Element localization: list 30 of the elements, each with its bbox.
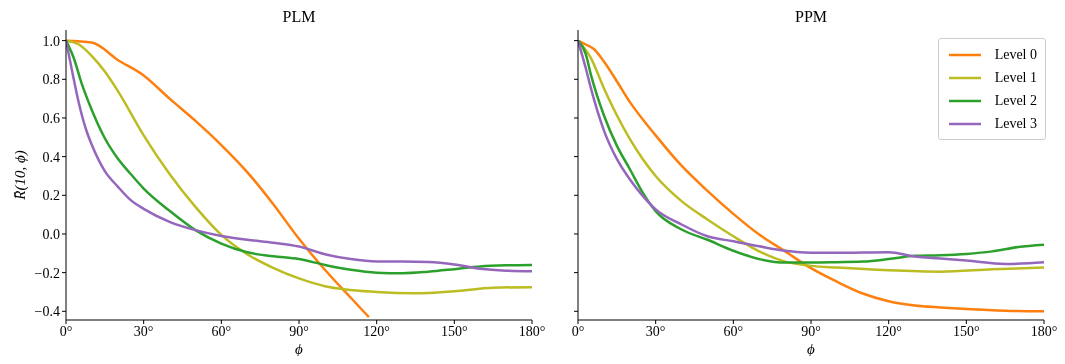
y-tick-label: 0.2: [42, 188, 60, 204]
x-tick-label: 90°: [801, 323, 821, 339]
x-tick-label: 60°: [723, 323, 744, 339]
line-series: [66, 39, 371, 319]
x-tick-label: 120°: [363, 323, 390, 339]
y-tick-label: 0.4: [42, 149, 60, 165]
x-tick-label: 0°: [571, 323, 585, 339]
x-tick-label: 90°: [289, 323, 309, 339]
x-tick-label: 150°: [441, 323, 468, 339]
chart-title: PLM: [281, 8, 317, 26]
x-tick-label: 30°: [645, 323, 666, 339]
legend-label: Level 1: [994, 69, 1037, 86]
x-tick-label: 120°: [875, 323, 902, 339]
y-tick-label: 0.6: [42, 110, 60, 126]
y-tick-label: −0.2: [34, 265, 60, 281]
x-tick-label: 0°: [59, 323, 73, 339]
x-tick-label: 60°: [211, 323, 232, 339]
legend-label: Level 3: [994, 115, 1037, 132]
y-tick-label: 0.8: [42, 72, 60, 88]
y-tick-label: 0.0: [42, 226, 60, 242]
y-axis-title: R̄(10, ϕ): [12, 150, 30, 201]
legend-label: Level 2: [994, 92, 1037, 109]
x-tick-label: 150°: [953, 323, 980, 339]
x-tick-label: 180°: [518, 323, 546, 339]
x-tick-label: 30°: [133, 323, 154, 339]
legend-label: Level 0: [994, 46, 1037, 63]
y-tick-label: −0.4: [34, 304, 60, 320]
chart-title: PPM: [794, 8, 828, 26]
x-tick-label: 180°: [1030, 323, 1058, 339]
y-tick-label: 1.0: [42, 33, 60, 49]
